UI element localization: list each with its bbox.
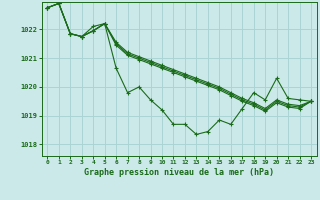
X-axis label: Graphe pression niveau de la mer (hPa): Graphe pression niveau de la mer (hPa) <box>84 168 274 177</box>
